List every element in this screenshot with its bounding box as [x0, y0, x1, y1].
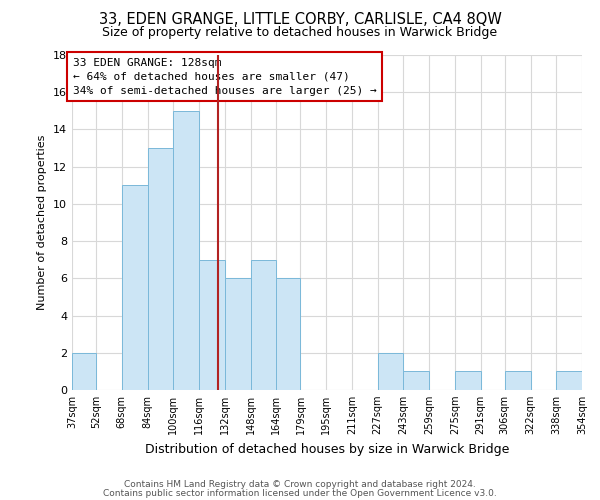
- Bar: [505, 372, 530, 390]
- Bar: [277, 278, 301, 390]
- Bar: [173, 111, 199, 390]
- Text: Size of property relative to detached houses in Warwick Bridge: Size of property relative to detached ho…: [103, 26, 497, 39]
- Bar: [556, 372, 582, 390]
- Bar: [122, 186, 148, 390]
- Bar: [199, 260, 225, 390]
- Bar: [403, 372, 429, 390]
- Text: 33, EDEN GRANGE, LITTLE CORBY, CARLISLE, CA4 8QW: 33, EDEN GRANGE, LITTLE CORBY, CARLISLE,…: [98, 12, 502, 28]
- Text: 33 EDEN GRANGE: 128sqm
← 64% of detached houses are smaller (47)
34% of semi-det: 33 EDEN GRANGE: 128sqm ← 64% of detached…: [73, 58, 377, 96]
- Bar: [225, 278, 251, 390]
- Text: Contains HM Land Registry data © Crown copyright and database right 2024.: Contains HM Land Registry data © Crown c…: [124, 480, 476, 489]
- Bar: [377, 353, 403, 390]
- Text: Contains public sector information licensed under the Open Government Licence v3: Contains public sector information licen…: [103, 488, 497, 498]
- Bar: [251, 260, 277, 390]
- Bar: [455, 372, 481, 390]
- Y-axis label: Number of detached properties: Number of detached properties: [37, 135, 47, 310]
- Bar: [72, 353, 96, 390]
- Bar: [148, 148, 173, 390]
- X-axis label: Distribution of detached houses by size in Warwick Bridge: Distribution of detached houses by size …: [145, 442, 509, 456]
